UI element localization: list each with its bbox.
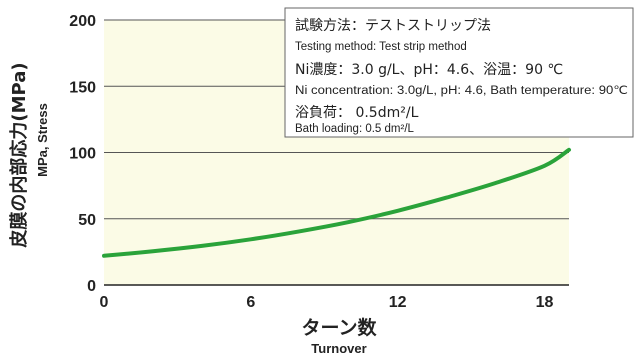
y-tick-label: 50 bbox=[78, 212, 96, 229]
conditions-ja: Ni濃度：3.0 g/L、pH：4.6、浴温：90 ℃ bbox=[295, 62, 563, 78]
loading-ja: 浴負荷： 0.5dm²/L bbox=[295, 105, 419, 121]
y-axis-title: 皮膜の内部応力(MPa) bbox=[8, 62, 30, 247]
conditions-en: Ni concentration: 3.0g/L, pH: 4.6, Bath … bbox=[295, 85, 628, 97]
x-tick-label: 0 bbox=[100, 294, 109, 311]
y-tick-label: 150 bbox=[69, 79, 96, 96]
x-tick-label: 18 bbox=[536, 294, 554, 311]
x-tick-label: 6 bbox=[246, 294, 255, 311]
y-tick-label: 100 bbox=[69, 146, 96, 163]
loading-en: Bath loading: 0.5 dm²/L bbox=[295, 123, 415, 135]
x-tick-label: 12 bbox=[389, 294, 407, 311]
stress-series-line bbox=[102, 147, 571, 258]
y-tick-label: 200 bbox=[69, 13, 96, 30]
y-tick-label: 0 bbox=[87, 278, 96, 295]
conditions-box bbox=[284, 7, 634, 138]
method-en: Testing method: Test strip method bbox=[295, 41, 467, 53]
x-tick-labels: 0 6 12 18 bbox=[100, 294, 554, 311]
y-axis-title-en: MPa, Stress bbox=[35, 103, 50, 177]
method-ja: 試験方法：テストストリップ法 bbox=[295, 18, 491, 34]
x-axis-title: ターン数 bbox=[301, 316, 377, 339]
y-tick-labels: 0 50 100 150 200 bbox=[69, 13, 96, 295]
x-axis-title-en: Turnover bbox=[311, 341, 366, 355]
